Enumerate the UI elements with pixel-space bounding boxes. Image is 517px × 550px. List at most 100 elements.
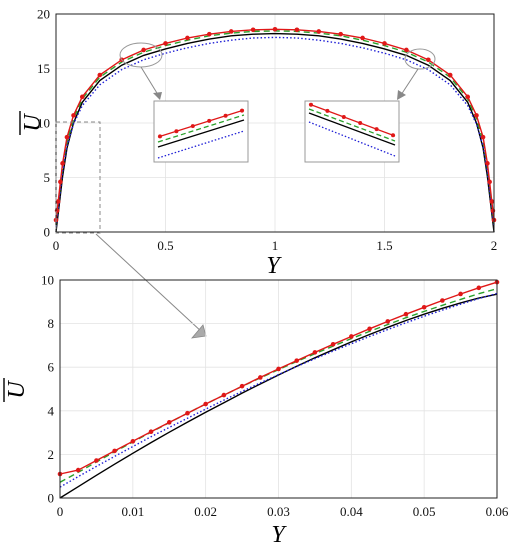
right-inset-red-point [391, 133, 395, 138]
top-series-3-point [447, 72, 453, 78]
top-series-3-point [382, 41, 387, 46]
top-series-3-point [55, 199, 61, 204]
top-y-tick-label: 5 [44, 170, 51, 185]
bottom-y-axis-label-group: U [3, 378, 30, 402]
bottom-series-3-point [112, 448, 117, 454]
top-series-3-point [360, 35, 365, 41]
bottom-y-tick-label: 4 [48, 403, 55, 418]
bottom-series-3-point [385, 319, 391, 324]
left-inset-red-point [174, 129, 179, 134]
top-y-tick-label: 0 [44, 225, 51, 240]
bottom-series-3-point [203, 401, 208, 407]
bottom-series-group [57, 279, 500, 499]
top-series-3-point [426, 57, 431, 63]
top-series-3-point [404, 47, 409, 53]
bottom-series-3-point [403, 311, 409, 317]
bottom-x-tick-label: 0 [57, 504, 64, 519]
bottom-series-3-point [421, 304, 427, 310]
top-series-3-point [465, 94, 471, 100]
right-inset-red-point [358, 121, 363, 126]
top-series-3-point [185, 35, 190, 41]
top-series-3-point [490, 208, 496, 214]
right-zoom-arrowhead [397, 90, 406, 100]
bottom-region-marker [55, 121, 101, 234]
bottom-series-3-point [476, 285, 482, 291]
bottom-x-tick-label: 0.02 [194, 504, 217, 519]
bottom-series-3-point [75, 467, 81, 473]
top-x-tick-label: 1 [272, 238, 279, 253]
top-series-3-point [489, 199, 495, 204]
top-x-ticks: 0 0.5 1 1.5 2 [53, 238, 498, 253]
bottom-y-ticks: 0 2 4 6 8 10 [41, 273, 55, 506]
top-y-axis-label-group: U [19, 111, 46, 135]
bottom-series-3-point [185, 410, 190, 416]
left-inset-red-line [157, 109, 245, 138]
bottom-series-3-point [312, 350, 318, 355]
bottom-x-tick-label: 0.03 [267, 504, 290, 519]
left-inset-dots [158, 108, 244, 139]
top-y-tick-label: 10 [37, 116, 50, 131]
region-arrowhead [191, 324, 207, 339]
bottom-y-tick-label: 6 [48, 360, 55, 375]
right-zoom-inset [304, 100, 400, 163]
bottom-series-3-point [130, 439, 136, 444]
top-y-tick-label: 20 [37, 7, 50, 22]
top-y-tick-label: 15 [37, 61, 50, 76]
bottom-series-3-point [330, 342, 336, 347]
left-inset-red-point [190, 124, 195, 129]
top-series-3-point [58, 179, 63, 185]
top-series-3-point [54, 208, 60, 214]
top-series-3-point [485, 161, 490, 166]
top-series-3-point [487, 179, 492, 185]
top-x-tick-label: 1.5 [376, 238, 392, 253]
top-series-3-point [474, 113, 479, 118]
bottom-series-3-point [458, 291, 463, 297]
left-inset-black-line [157, 119, 245, 148]
region-pointer [95, 233, 204, 334]
bottom-series-3-point [349, 334, 354, 339]
top-series-3-point [97, 72, 103, 78]
top-series-3-point [338, 31, 344, 37]
bottom-y-axis-label: U [4, 380, 30, 399]
top-series-3-point [141, 47, 146, 53]
top-series-3-point [272, 26, 278, 32]
right-inset-black-line [308, 112, 396, 146]
right-inset-red-line [308, 103, 396, 137]
top-y-ticks: 0 5 10 15 20 [37, 7, 50, 240]
right-inset-red-point [341, 114, 346, 119]
bottom-x-tick-label: 0.05 [413, 504, 436, 519]
bottom-y-tick-label: 10 [41, 273, 54, 288]
top-series-3-point [163, 41, 168, 46]
top-series-3-point [480, 134, 486, 140]
left-inset-red-point [223, 113, 228, 118]
top-y-axis-label: U [20, 113, 46, 132]
left-inset-green-line [157, 114, 245, 143]
bottom-series-3-point [367, 326, 372, 332]
bottom-x-ticks: 0 0.01 0.02 0.03 0.04 0.05 0.06 [57, 504, 509, 519]
top-x-axis-label: Y [266, 253, 282, 279]
bottom-series-3-point [148, 429, 154, 435]
bottom-series-3-point [257, 375, 263, 380]
top-chart-panel: 0 0.5 1 1.5 2 0 5 10 15 20 Y U [19, 7, 498, 339]
zoom-callouts [55, 42, 436, 339]
top-series-3-point [207, 31, 212, 37]
top-x-tick-label: 2 [491, 238, 498, 253]
bottom-series-3-point [276, 366, 281, 372]
bottom-series-3-point [239, 383, 245, 389]
bottom-y-tick-label: 2 [48, 447, 55, 462]
right-inset-green-line [308, 108, 396, 142]
top-series-3-point [79, 94, 85, 100]
right-zoom-ellipse [404, 48, 436, 70]
left-zoom-inset [153, 100, 249, 163]
right-inset-red-point [325, 108, 330, 113]
bottom-y-tick-label: 0 [48, 491, 55, 506]
bottom-x-tick-label: 0.04 [340, 504, 363, 519]
bottom-axes-frame [59, 279, 498, 499]
top-series-3-point [60, 161, 65, 166]
top-series-3-point [250, 27, 256, 33]
top-series-3-point [228, 29, 234, 34]
bottom-chart-panel: 0 0.01 0.02 0.03 0.04 0.05 0.06 0 2 4 6 8 10 Y U [3, 273, 509, 548]
bottom-series-3-point [94, 458, 99, 463]
right-inset-blue-line [308, 121, 396, 157]
